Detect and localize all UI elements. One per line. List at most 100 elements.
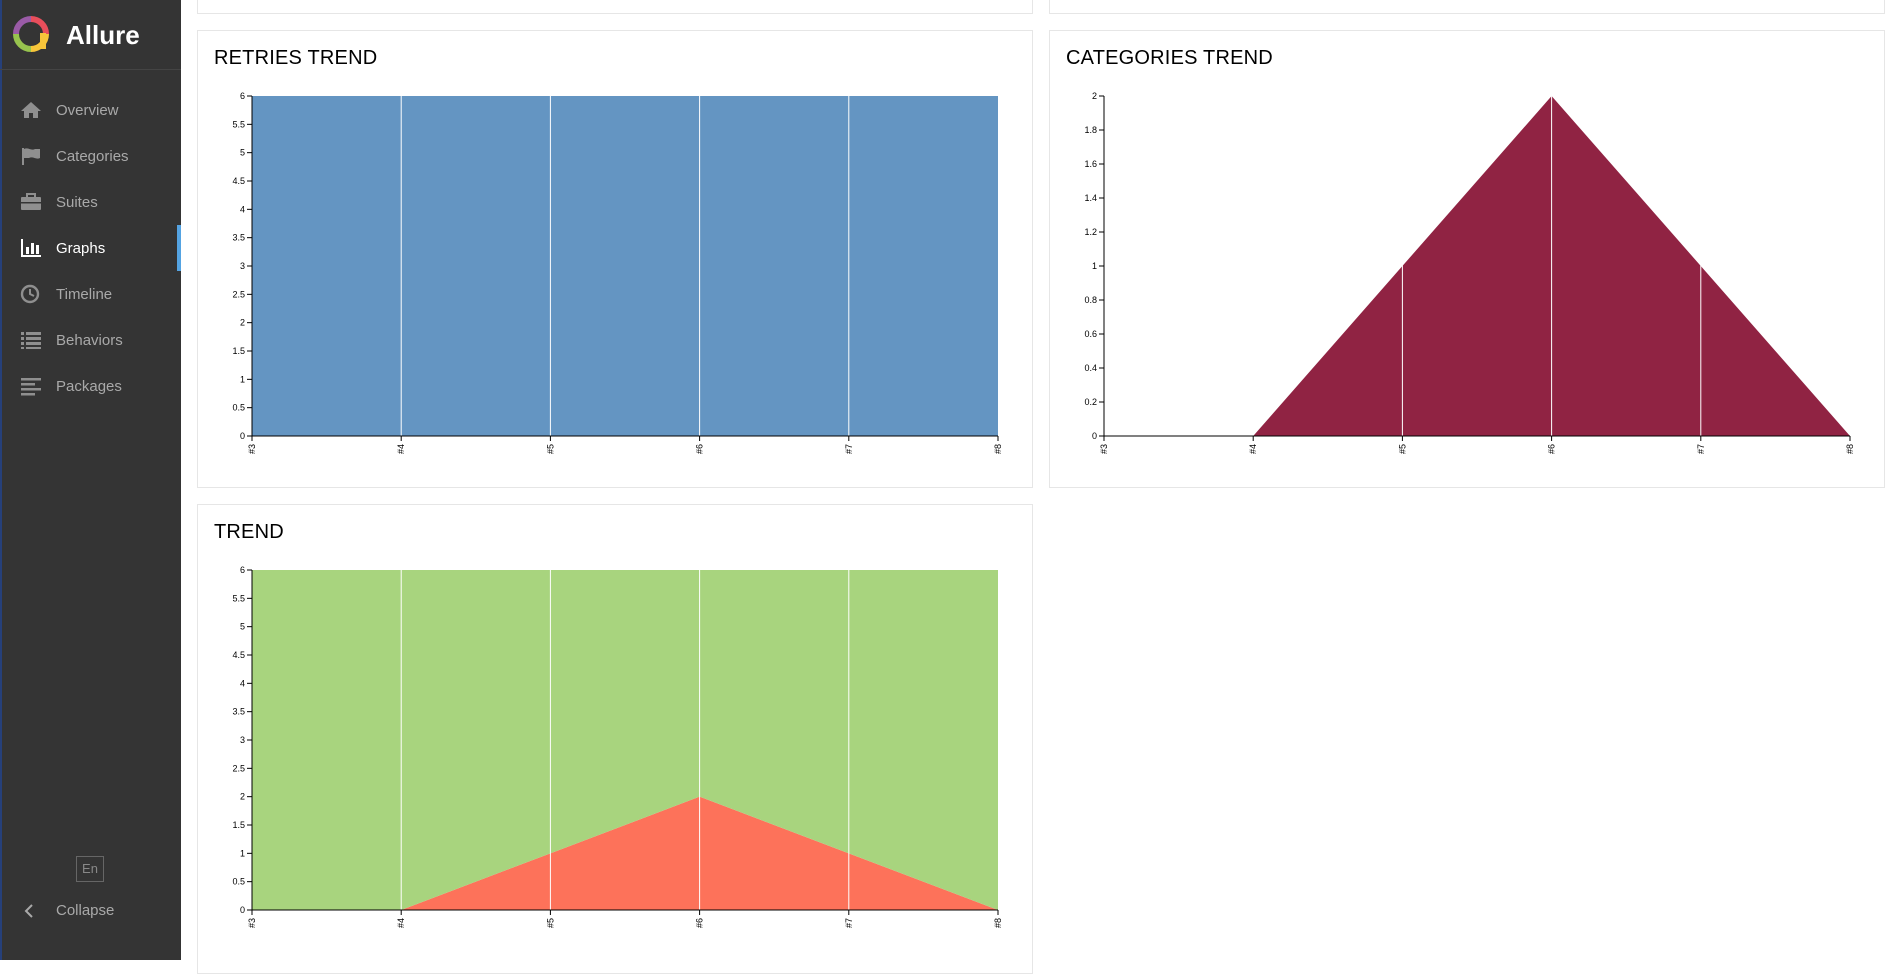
y-tick-label: 4 bbox=[240, 204, 245, 214]
x-tick-label: #8 bbox=[993, 918, 1003, 928]
x-tick-label: #8 bbox=[993, 444, 1003, 454]
y-tick-label: 0.5 bbox=[232, 877, 245, 887]
sidebar-menu: Overview Categories Suites bbox=[0, 87, 181, 409]
sidebar-item-categories[interactable]: Categories bbox=[0, 133, 181, 179]
y-tick-label: 0.8 bbox=[1084, 295, 1097, 305]
y-tick-label: 5.5 bbox=[232, 593, 245, 603]
chart-card-above-right bbox=[1049, 0, 1885, 14]
y-tick-label: 1.4 bbox=[1084, 193, 1097, 203]
trend-chart: 0 0.5 1 1.5 2 2.5 3 3.5 4 4.5 5 5.5 6 #3 #4 #5 #6 #7 #8 bbox=[232, 565, 1003, 928]
y-tick-label: 1.5 bbox=[232, 820, 245, 830]
y-tick-label: 2 bbox=[240, 792, 245, 802]
y-tick-label: 1.6 bbox=[1084, 159, 1097, 169]
y-tick-label: 1 bbox=[1092, 261, 1097, 271]
y-tick-label: 1 bbox=[240, 374, 245, 384]
chart-title: CATEGORIES TREND bbox=[1066, 47, 1273, 69]
x-tick-label: #6 bbox=[695, 444, 705, 454]
area-series-0 bbox=[252, 796, 998, 910]
x-tick-label: #5 bbox=[545, 918, 555, 928]
trend-card: TREND 0 0.5 1 1.5 2 2.5 3 3.5 4 4.5 5 5.5 6 #3 #4 #5 #6 #… bbox=[197, 504, 1033, 974]
sidebar-item-timeline[interactable]: Timeline bbox=[0, 271, 181, 317]
x-tick-label: #5 bbox=[1397, 444, 1407, 454]
y-tick-label: 5.5 bbox=[232, 119, 245, 129]
y-tick-label: 1.5 bbox=[232, 346, 245, 356]
align-left-icon bbox=[21, 378, 41, 396]
x-tick-label: #7 bbox=[844, 444, 854, 454]
y-tick-label: 5 bbox=[240, 148, 245, 158]
sidebar-item-behaviors[interactable]: Behaviors bbox=[0, 317, 181, 363]
brand[interactable]: Allure bbox=[0, 0, 181, 70]
sidebar-item-label: Categories bbox=[56, 148, 129, 165]
list-icon bbox=[21, 332, 41, 349]
chart-title: TREND bbox=[214, 521, 284, 543]
allure-logo-icon bbox=[13, 16, 49, 52]
clock-icon bbox=[20, 284, 40, 304]
y-tick-label: 3.5 bbox=[232, 233, 245, 243]
x-tick-label: #3 bbox=[1099, 444, 1109, 454]
y-tick-label: 6 bbox=[240, 91, 245, 101]
area-series-1 bbox=[252, 570, 998, 910]
sidebar-item-label: Timeline bbox=[56, 286, 113, 303]
y-tick-label: 6 bbox=[240, 565, 245, 575]
x-tick-label: #7 bbox=[844, 918, 854, 928]
y-tick-label: 4.5 bbox=[232, 176, 245, 186]
area-series-0 bbox=[1104, 96, 1850, 436]
sidebar-item-label: Suites bbox=[56, 194, 98, 211]
y-tick-label: 5 bbox=[240, 622, 245, 632]
y-tick-label: 0.2 bbox=[1084, 397, 1097, 407]
x-tick-label: #8 bbox=[1845, 444, 1855, 454]
x-tick-label: #6 bbox=[1547, 444, 1557, 454]
bar-chart-icon bbox=[21, 239, 41, 257]
app-name: Allure bbox=[66, 20, 140, 50]
y-tick-label: 1 bbox=[240, 848, 245, 858]
area-series-0 bbox=[252, 96, 998, 436]
x-tick-label: #6 bbox=[695, 918, 705, 928]
x-tick-label: #5 bbox=[545, 444, 555, 454]
sidebar-item-label: Overview bbox=[56, 102, 119, 119]
graphs-page: RETRIES TREND 0 0.5 1 1.5 2 2.5 3 3.5 4 4.5 5 5.5 6 #… bbox=[181, 0, 1904, 974]
x-tick-label: #4 bbox=[396, 918, 406, 928]
y-tick-label: 0 bbox=[240, 431, 245, 441]
x-tick-label: #3 bbox=[247, 918, 257, 928]
chevron-left-icon bbox=[24, 904, 33, 918]
categories-trend-card: CATEGORIES TREND 0 0.2 0.4 0.6 0.8 1 1.2 1.4 1.6… bbox=[1049, 30, 1885, 488]
categories-trend-chart: 0 0.2 0.4 0.6 0.8 1 1.2 1.4 1.6 1.8 2 #3 #4 #5 #6 #7 #8 bbox=[1084, 91, 1855, 454]
collapse-label: Collapse bbox=[56, 902, 115, 919]
y-tick-label: 1.8 bbox=[1084, 125, 1097, 135]
sidebar-item-overview[interactable]: Overview bbox=[0, 87, 181, 133]
briefcase-icon bbox=[21, 193, 41, 210]
retries-trend-chart: 0 0.5 1 1.5 2 2.5 3 3.5 4 4.5 5 5.5 6 #3 #4 #5 #6 #7 #8 bbox=[232, 91, 1003, 454]
sidebar-item-label: Graphs bbox=[56, 240, 106, 257]
sidebar-item-graphs[interactable]: Graphs bbox=[0, 225, 181, 271]
y-tick-label: 4 bbox=[240, 678, 245, 688]
y-tick-label: 4.5 bbox=[232, 650, 245, 660]
collapse-button[interactable]: Collapse bbox=[0, 896, 181, 926]
y-tick-label: 0 bbox=[1092, 431, 1097, 441]
y-tick-label: 2.5 bbox=[232, 763, 245, 773]
y-tick-label: 0.5 bbox=[232, 403, 245, 413]
flag-icon bbox=[22, 148, 40, 165]
y-tick-label: 3 bbox=[240, 261, 245, 271]
sidebar-item-packages[interactable]: Packages bbox=[0, 363, 181, 409]
language-button[interactable]: En bbox=[76, 856, 104, 882]
y-tick-label: 2.5 bbox=[232, 289, 245, 299]
x-tick-label: #3 bbox=[247, 444, 257, 454]
y-tick-label: 3.5 bbox=[232, 707, 245, 717]
y-tick-label: 0.6 bbox=[1084, 329, 1097, 339]
chart-title: RETRIES TREND bbox=[214, 47, 378, 69]
x-tick-label: #4 bbox=[1248, 444, 1258, 454]
sidebar: Allure Overview Categories Suites bbox=[0, 0, 181, 960]
y-tick-label: 1.2 bbox=[1084, 227, 1097, 237]
y-tick-label: 2 bbox=[1092, 91, 1097, 101]
sidebar-item-suites[interactable]: Suites bbox=[0, 179, 181, 225]
retries-trend-card: RETRIES TREND 0 0.5 1 1.5 2 2.5 3 3.5 4 4.5 5 5.5 6 #… bbox=[197, 30, 1033, 488]
home-icon bbox=[21, 102, 41, 118]
sidebar-item-label: Packages bbox=[56, 378, 122, 395]
sidebar-item-label: Behaviors bbox=[56, 332, 123, 349]
y-tick-label: 2 bbox=[240, 318, 245, 328]
y-tick-label: 0.4 bbox=[1084, 363, 1097, 373]
y-tick-label: 0 bbox=[240, 905, 245, 915]
chart-card-above-left bbox=[197, 0, 1033, 14]
y-tick-label: 3 bbox=[240, 735, 245, 745]
x-tick-label: #4 bbox=[396, 444, 406, 454]
